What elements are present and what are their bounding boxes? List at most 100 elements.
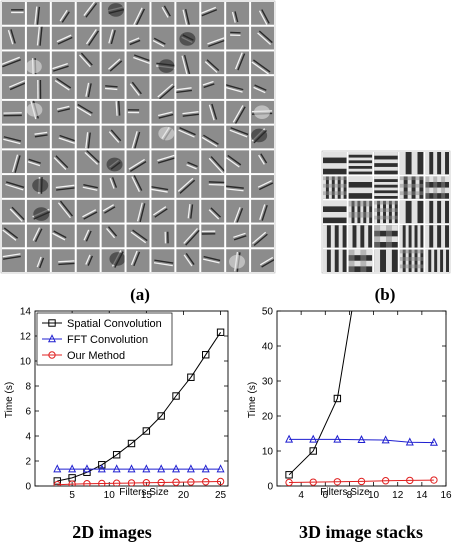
x-tick-label: 6 (323, 490, 329, 501)
filter-patch (201, 175, 225, 198)
filter-patch (399, 200, 424, 224)
data-point (381, 477, 390, 485)
legend-marker (47, 334, 57, 343)
filter-patch (226, 51, 250, 75)
x-tick-label: 12 (392, 490, 404, 501)
x-tick-label: 20 (178, 490, 190, 501)
filter-patch (126, 249, 150, 272)
filter-patch (51, 175, 75, 198)
filter-patch (101, 249, 125, 272)
filter-patch (51, 249, 75, 272)
data-point (112, 464, 121, 473)
data-point (202, 478, 210, 486)
filter-patch (425, 200, 449, 224)
filter-patch (101, 150, 125, 174)
y-tick-label: 12 (20, 332, 32, 343)
filter-patch (348, 225, 373, 248)
filter-patch (176, 175, 200, 198)
data-point (68, 480, 76, 486)
legend-entry: Spatial Convolution (67, 318, 162, 330)
filter-patch (176, 26, 200, 50)
filter-patch (26, 2, 50, 25)
data-point (157, 478, 165, 486)
filter-patch (151, 2, 175, 25)
filter-patch (151, 150, 175, 174)
filter-patch (51, 51, 75, 75)
data-point (216, 328, 225, 336)
filter-patch (151, 51, 175, 75)
filter-patch (2, 199, 25, 223)
filter-patch (101, 76, 125, 99)
data-point (430, 476, 438, 484)
filter-patch (374, 152, 398, 175)
filter-patch (51, 2, 75, 25)
filter-patch (126, 224, 150, 248)
filter-patch (101, 125, 125, 149)
filter-patch (323, 225, 347, 248)
data-point (357, 477, 366, 486)
x-tick-label: 25 (215, 490, 227, 501)
filter-patch (126, 199, 150, 223)
filter-patch (2, 224, 25, 248)
filter-patch (251, 26, 274, 50)
filter-patch (126, 150, 150, 174)
filter-patch (51, 199, 75, 223)
filter-patch (251, 224, 274, 248)
y-tick-label: 50 (262, 307, 274, 318)
filter-patch (251, 100, 274, 124)
filter-patch (151, 224, 175, 248)
filter-patch (126, 2, 150, 25)
filter-patch (101, 224, 125, 248)
filter-patch (201, 51, 225, 75)
filter-patch (176, 51, 200, 75)
filter-patch (201, 125, 225, 149)
filter-bank-3d (321, 150, 451, 274)
filter-patch (176, 100, 200, 124)
filter-patch (201, 76, 225, 99)
filter-patch (251, 249, 275, 272)
filter-patch (151, 26, 175, 50)
filter-patch (201, 199, 225, 223)
filter-patch (151, 76, 175, 99)
x-tick-label: 14 (416, 490, 428, 501)
series-line-0 (57, 332, 222, 482)
data-point (157, 464, 166, 473)
series-line-2 (289, 479, 434, 483)
series-line-2 (57, 481, 221, 486)
legend-marker (48, 319, 56, 327)
filter-patch (251, 51, 274, 75)
filter-patch (26, 249, 50, 272)
y-axis-label: Time (s) (4, 382, 15, 418)
y-tick-label: 40 (262, 342, 274, 353)
filter-patch (176, 76, 200, 99)
filter-patch (399, 152, 424, 175)
panel-a-label: (a) (130, 285, 150, 304)
filter-patch (226, 175, 250, 198)
data-point (157, 412, 165, 420)
y-axis-label: Time (s) (247, 382, 258, 418)
data-point (172, 392, 180, 400)
filter-patch (323, 152, 347, 175)
legend-entry: FFT Convolution (67, 334, 148, 346)
filter-patch (2, 2, 25, 25)
filter-patch (323, 200, 347, 224)
data-point (53, 464, 62, 473)
filter-patch (374, 176, 398, 199)
filter-patch (2, 26, 25, 50)
data-point (68, 464, 77, 473)
filter-patch (176, 2, 200, 25)
chart-2d-images: 0 2 4 6 8 10 12 14 5 10 15 20 25 Spatial Convolution F… (4, 307, 229, 542)
x-axis-label: Filters Size (119, 487, 169, 498)
filter-patch (226, 224, 250, 248)
filter-patch (26, 224, 50, 248)
data-point (112, 479, 121, 486)
data-point (406, 476, 414, 485)
filter-patch (101, 2, 125, 25)
data-point (127, 479, 136, 486)
filter-patch (348, 200, 373, 224)
y-tick-label: 0 (25, 482, 31, 493)
filter-patch (226, 26, 250, 50)
y-tick-label: 4 (25, 432, 31, 443)
filter-patch (51, 224, 75, 248)
filter-patch (251, 2, 274, 25)
